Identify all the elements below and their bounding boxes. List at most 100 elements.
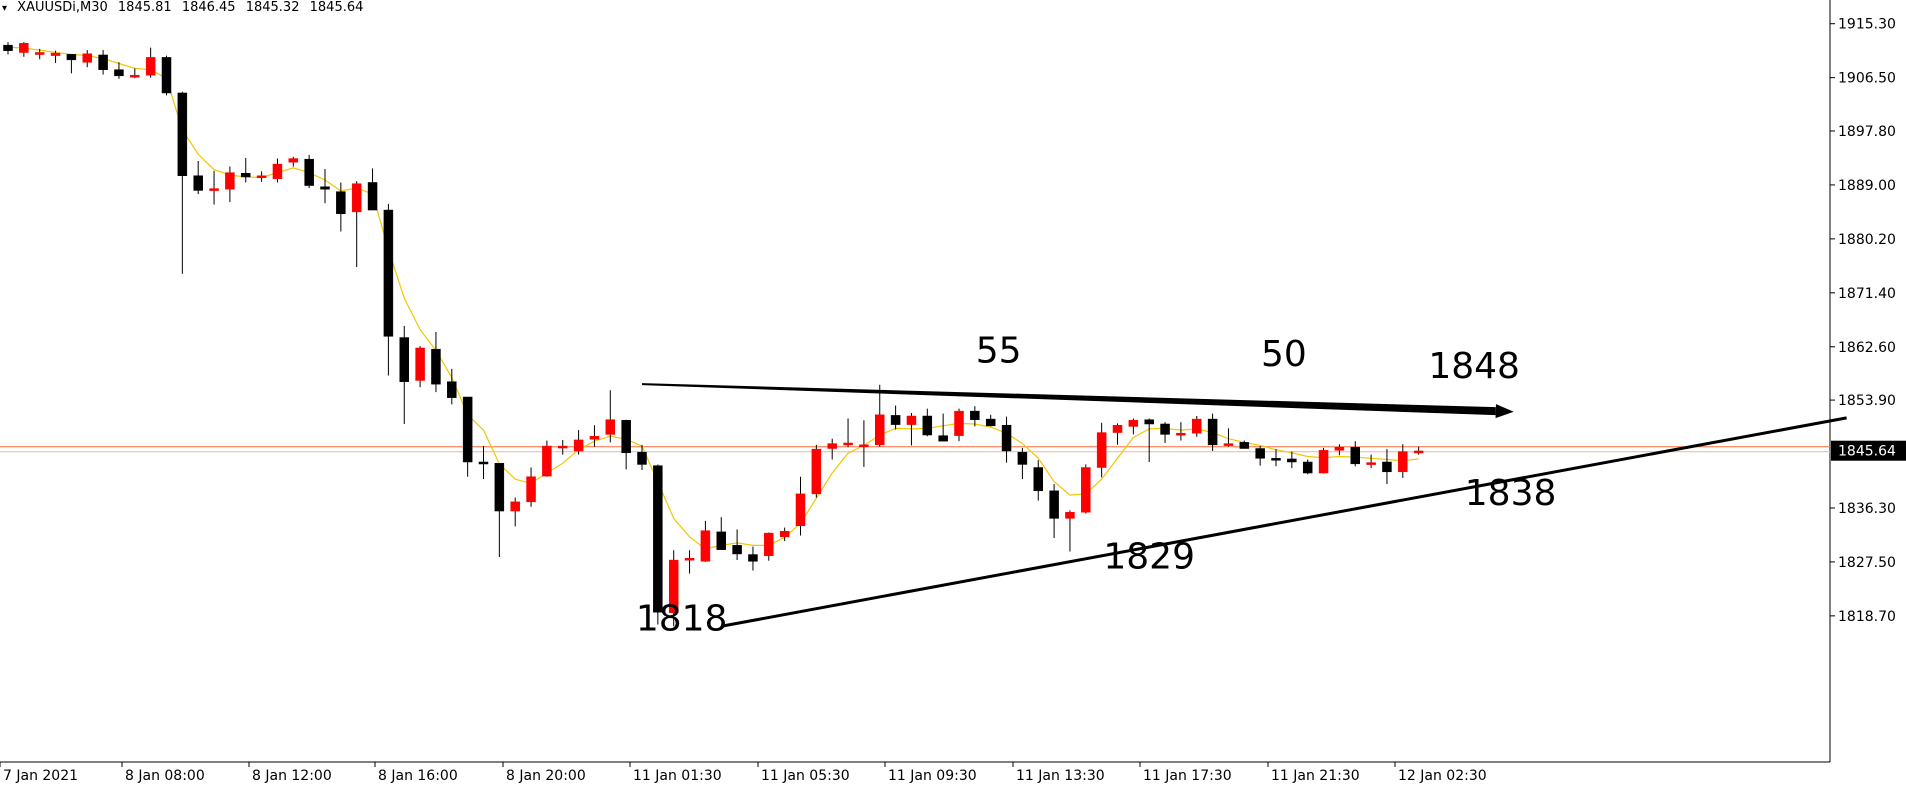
price-tick-label: 1836.30 bbox=[1838, 501, 1896, 517]
candle-body bbox=[542, 445, 552, 477]
candle-body bbox=[1001, 424, 1012, 452]
candle bbox=[1081, 464, 1091, 514]
time-tick-label: 8 Jan 12:00 bbox=[252, 768, 332, 784]
candle bbox=[748, 546, 758, 571]
candle-body bbox=[478, 461, 489, 465]
candle-body bbox=[1318, 450, 1329, 474]
time-tick-label: 11 Jan 01:30 bbox=[633, 768, 722, 784]
candle-body bbox=[668, 559, 679, 614]
candle bbox=[3, 42, 13, 55]
candle-body bbox=[399, 337, 409, 382]
candle-body bbox=[890, 415, 901, 425]
trendlines bbox=[642, 383, 1847, 628]
candle-body bbox=[1049, 490, 1059, 519]
annotation-label: 1818 bbox=[636, 599, 728, 640]
annotation-label: 1829 bbox=[1103, 537, 1195, 578]
trendline-arrowhead-icon bbox=[1495, 404, 1514, 419]
candle bbox=[1366, 454, 1376, 469]
candle-body bbox=[637, 451, 647, 465]
annotations: 55 50 1848 1838 1829 1818 bbox=[636, 331, 1557, 640]
candle-body bbox=[256, 175, 267, 178]
candle-body bbox=[700, 530, 711, 562]
candle bbox=[288, 156, 299, 167]
candle-body bbox=[1350, 447, 1360, 465]
annotation-label: 1838 bbox=[1465, 473, 1557, 514]
candle bbox=[256, 171, 267, 182]
candle-body bbox=[1192, 418, 1202, 434]
candle bbox=[1096, 422, 1107, 478]
candle-body bbox=[1255, 448, 1265, 459]
candle bbox=[510, 497, 520, 527]
candle bbox=[98, 50, 108, 75]
candle bbox=[320, 168, 330, 204]
candle-body bbox=[19, 43, 29, 53]
indicator-toggle-icon[interactable]: ▾ bbox=[2, 3, 8, 14]
candle bbox=[34, 48, 45, 60]
candle-body bbox=[764, 532, 774, 557]
candle-body bbox=[653, 465, 663, 613]
candle bbox=[415, 346, 425, 388]
candle-body bbox=[383, 209, 394, 337]
candle-body bbox=[1112, 424, 1123, 433]
candle bbox=[621, 419, 631, 470]
chart-header: ▾ XAUUSDi,M30 1845.81 1846.45 1845.32 18… bbox=[2, 0, 369, 16]
candle bbox=[1176, 422, 1186, 441]
candle-body bbox=[732, 545, 742, 555]
candle-body bbox=[985, 418, 996, 427]
candle-body bbox=[684, 557, 695, 561]
candle bbox=[1065, 510, 1075, 552]
candle bbox=[1334, 444, 1345, 456]
candle bbox=[1223, 428, 1234, 447]
candle-body bbox=[1413, 450, 1424, 454]
candle bbox=[1160, 422, 1170, 443]
candle bbox=[447, 368, 457, 405]
time-axis: 7 Jan 2021 8 Jan 08:00 8 Jan 12:00 8 Jan 16… bbox=[0, 762, 1487, 784]
chart-frame bbox=[0, 0, 1831, 763]
candle bbox=[589, 425, 600, 447]
candle bbox=[336, 182, 346, 232]
moving-average bbox=[7, 46, 1419, 550]
time-tick-label: 8 Jan 16:00 bbox=[378, 768, 458, 784]
candle bbox=[1239, 440, 1250, 449]
symbol-timeframe-label: XAUUSDi,M30 bbox=[17, 0, 108, 15]
candle bbox=[875, 384, 885, 447]
candle-body bbox=[906, 415, 917, 425]
candle-body bbox=[50, 52, 61, 56]
candle bbox=[1192, 416, 1202, 437]
candle bbox=[431, 332, 441, 393]
candle-body bbox=[938, 435, 948, 442]
candle bbox=[383, 203, 394, 376]
time-tick-label: 7 Jan 2021 bbox=[3, 768, 78, 784]
candle bbox=[272, 158, 283, 183]
candle bbox=[605, 390, 616, 443]
price-tick-label: 1871.40 bbox=[1838, 286, 1896, 302]
candle bbox=[906, 412, 917, 446]
candle-body bbox=[241, 173, 251, 178]
candle-body bbox=[748, 554, 758, 562]
candle-body bbox=[795, 493, 806, 526]
candle bbox=[1398, 444, 1408, 478]
candle bbox=[542, 440, 552, 477]
candle-body bbox=[1017, 451, 1028, 465]
candle bbox=[573, 430, 584, 455]
candle bbox=[1382, 449, 1392, 485]
candle-body bbox=[209, 188, 219, 191]
candles bbox=[3, 42, 1424, 627]
candle bbox=[779, 527, 790, 542]
candle bbox=[241, 157, 251, 183]
candle bbox=[161, 55, 172, 96]
candle-body bbox=[193, 175, 203, 191]
candle bbox=[1144, 418, 1154, 462]
ohlc-high-value: 1846.45 bbox=[181, 0, 236, 15]
time-tick-label: 11 Jan 05:30 bbox=[761, 768, 850, 784]
candle bbox=[1033, 460, 1043, 501]
candle bbox=[304, 154, 314, 188]
time-tick-label: 11 Jan 21:30 bbox=[1271, 768, 1360, 784]
candle-body bbox=[1398, 451, 1408, 473]
candle bbox=[1128, 418, 1139, 435]
candle-body bbox=[1287, 458, 1297, 463]
candle-body bbox=[922, 415, 933, 436]
current-price-badge bbox=[1831, 440, 1906, 461]
price-tick-label: 1897.80 bbox=[1838, 124, 1896, 140]
